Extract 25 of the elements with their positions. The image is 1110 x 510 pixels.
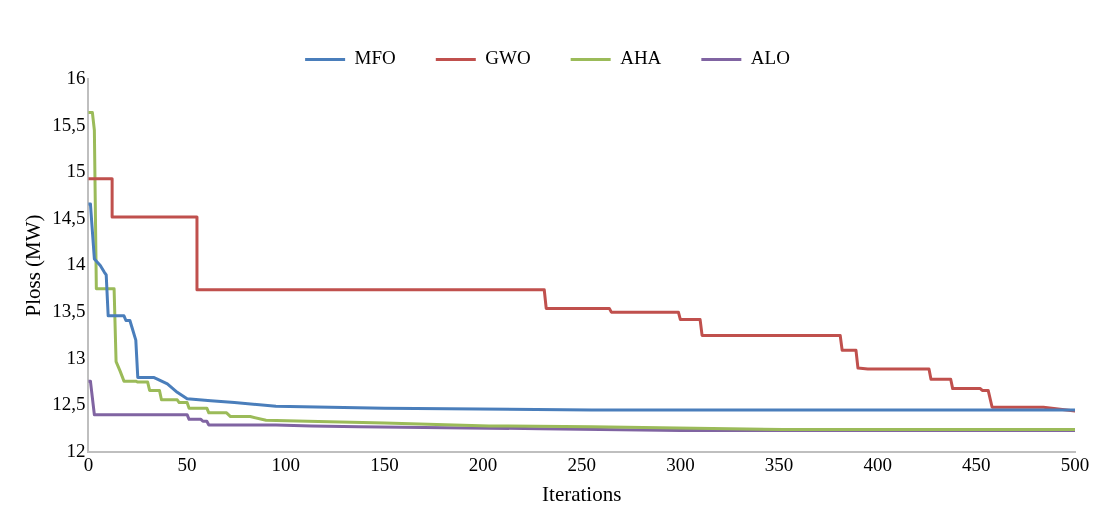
x-tick-label: 400: [863, 454, 892, 476]
x-tick-label: 450: [962, 454, 991, 476]
y-tick-label: 14: [66, 253, 86, 275]
y-tick-label: 14,5: [52, 206, 86, 228]
legend-label: AHA: [620, 47, 662, 69]
y-tick-label: 16: [66, 66, 86, 88]
y-tick-label: 13: [66, 346, 86, 368]
y-axis-title: Ploss (MW): [21, 214, 46, 317]
x-tick-label: 250: [567, 454, 596, 476]
y-tick-label: 12,5: [52, 393, 86, 415]
x-tick-label: 350: [764, 454, 794, 476]
y-tick-label: 12: [66, 439, 86, 461]
legend-label: ALO: [750, 47, 790, 69]
x-tick-label: 100: [271, 454, 301, 476]
legend-label: MFO: [354, 47, 396, 69]
x-tick-label: 200: [468, 454, 498, 476]
x-tick-label: 50: [177, 454, 197, 476]
y-tick-label: 15,5: [52, 113, 86, 135]
y-tick-label: 15: [66, 160, 86, 182]
x-axis-title: Iterations: [542, 481, 622, 506]
y-tick-label: 13,5: [52, 300, 86, 322]
x-tick-label: 500: [1060, 454, 1090, 476]
x-tick-label: 150: [370, 454, 399, 476]
x-tick-label: 300: [666, 454, 695, 476]
legend-label: GWO: [485, 47, 531, 69]
